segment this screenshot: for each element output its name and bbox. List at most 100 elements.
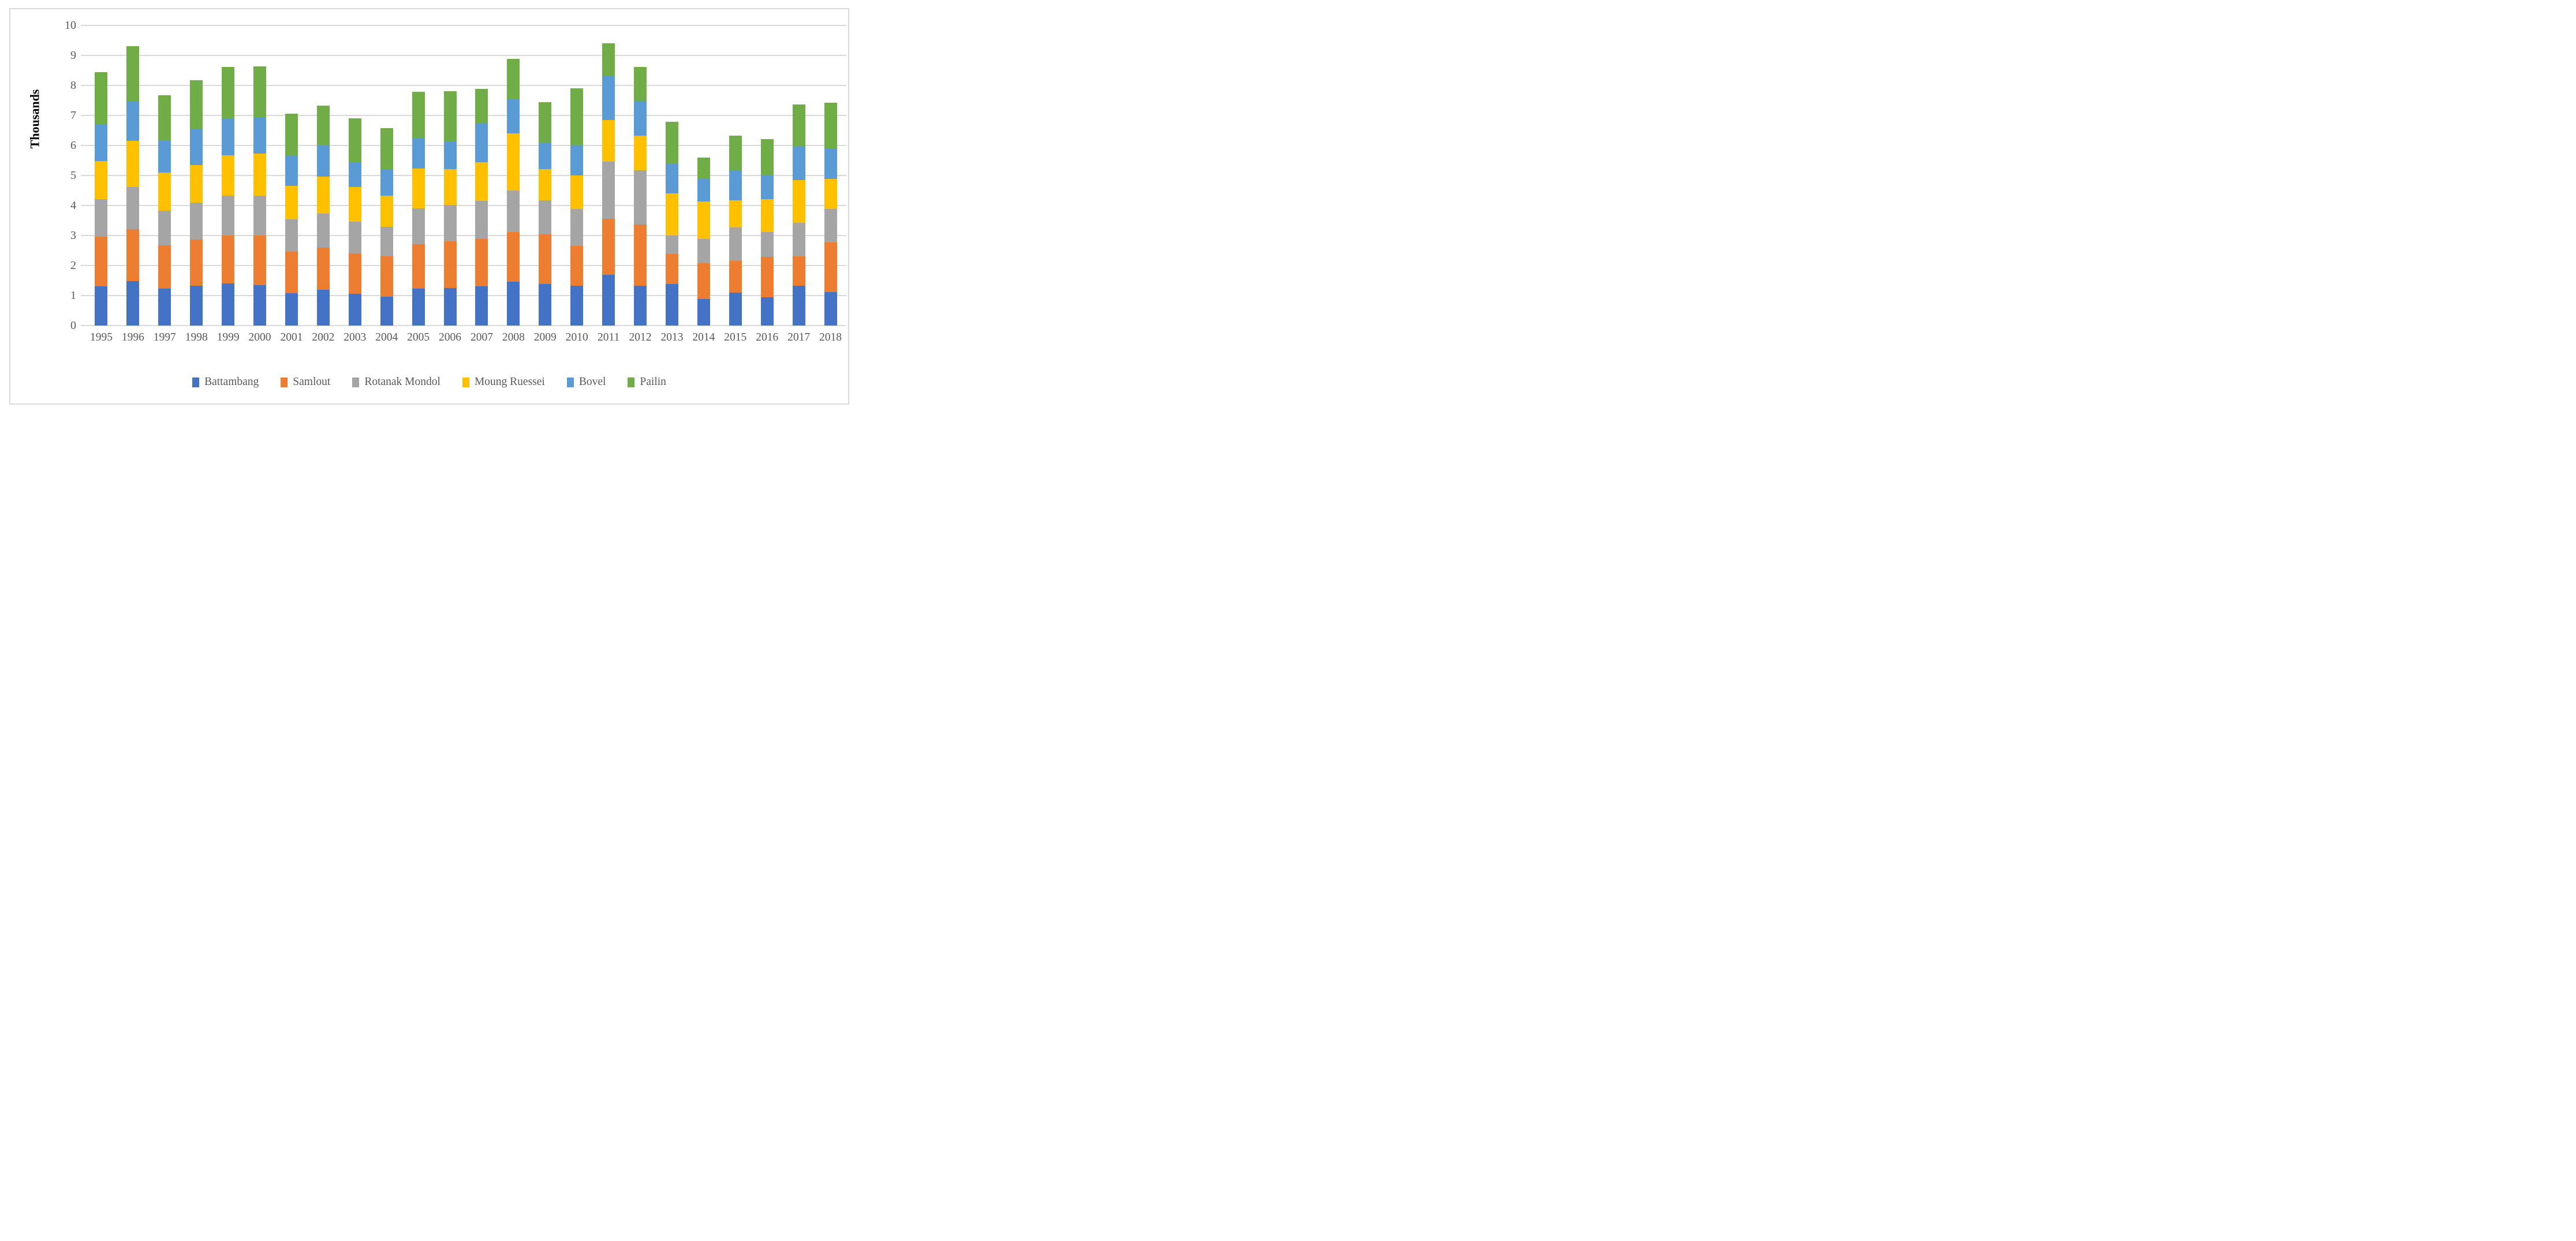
bar-segment-pailin-2016	[760, 139, 774, 176]
legend-item-battambang: Battambang	[192, 376, 259, 388]
bar-segment-pailin-2001	[285, 114, 298, 156]
bar-segment-moung-ruessei-2007	[475, 162, 488, 201]
bar-segment-bovel-2015	[729, 170, 742, 200]
bar-group-1997	[158, 95, 171, 326]
bar-segment-pailin-2000	[253, 66, 267, 117]
bar-segment-moung-ruessei-1995	[95, 161, 108, 199]
bar-segment-moung-ruessei-1996	[126, 141, 140, 187]
legend-swatch-samlout	[281, 377, 288, 387]
bar-segment-samlout-2016	[760, 256, 774, 297]
x-tick-label-2012: 2012	[629, 331, 652, 343]
x-tick-label-2005: 2005	[407, 331, 430, 343]
bar-segment-samlout-2003	[348, 253, 361, 294]
x-tick-label-2015: 2015	[724, 331, 747, 343]
bar-segment-battambang-2008	[507, 282, 520, 326]
bar-segment-samlout-1998	[190, 240, 203, 286]
legend-item-samlout: Samlout	[281, 376, 330, 388]
bar-segment-pailin-1997	[158, 95, 171, 141]
bar-segment-bovel-2011	[602, 76, 615, 120]
bar-segment-moung-ruessei-2010	[570, 175, 584, 210]
bar-segment-bovel-2017	[792, 146, 805, 180]
bar-segment-bovel-2002	[316, 145, 330, 177]
legend-item-pailin: Pailin	[628, 376, 666, 388]
legend-item-bovel: Bovel	[566, 376, 606, 388]
bar-segment-rotanak-mondol-2000	[253, 196, 267, 236]
bar-segment-battambang-2002	[316, 290, 330, 326]
bar-segment-rotanak-mondol-1997	[158, 210, 171, 246]
gridline-3	[85, 235, 846, 236]
bar-segment-rotanak-mondol-2014	[697, 238, 710, 264]
bar-segment-rotanak-mondol-2013	[665, 236, 678, 255]
bar-segment-rotanak-mondol-2010	[570, 209, 584, 246]
legend-item-rotanak-mondol: Rotanak Mondol	[352, 376, 440, 388]
x-tick-label-2000: 2000	[248, 331, 271, 343]
y-tick-mark-2	[81, 265, 85, 266]
x-tick-label-2016: 2016	[756, 331, 779, 343]
bar-segment-battambang-2012	[634, 286, 647, 326]
bar-segment-moung-ruessei-2003	[348, 186, 361, 222]
bar-segment-bovel-1999	[222, 118, 235, 156]
bar-segment-samlout-2011	[602, 219, 615, 275]
bar-segment-pailin-2011	[602, 43, 615, 76]
x-tick-label-2007: 2007	[470, 331, 493, 343]
bar-segment-moung-ruessei-2016	[760, 199, 774, 232]
bar-segment-samlout-2017	[792, 256, 805, 286]
gridline-7	[85, 115, 846, 116]
x-tick-label-2003: 2003	[344, 331, 367, 343]
bar-group-1998	[190, 80, 203, 326]
bar-segment-battambang-2013	[665, 284, 678, 326]
bar-segment-moung-ruessei-2017	[792, 180, 805, 223]
y-tick-mark-1	[81, 295, 85, 296]
bar-group-2002	[316, 106, 330, 326]
gridline-8	[85, 85, 846, 86]
y-tick-label-5: 5	[70, 169, 76, 182]
bar-segment-bovel-2009	[539, 142, 552, 170]
bar-segment-rotanak-mondol-2011	[602, 161, 615, 219]
bar-segment-battambang-2017	[792, 285, 805, 326]
bar-segment-pailin-2017	[792, 104, 805, 147]
bar-segment-battambang-1999	[222, 283, 235, 326]
bar-segment-samlout-2013	[665, 254, 678, 285]
figure-page: Thousands 0 1 2 3 4 5 6 7 8 9 10 1995 1996 1997 1998 1…	[0, 0, 858, 414]
bar-segment-samlout-2007	[475, 238, 488, 287]
bar-segment-pailin-2013	[665, 122, 678, 165]
bar-segment-bovel-2018	[824, 149, 837, 179]
gridline-9	[85, 55, 846, 56]
bar-segment-pailin-2015	[729, 136, 742, 171]
x-tick-label-2004: 2004	[375, 331, 398, 343]
bar-segment-pailin-2007	[475, 88, 488, 124]
bar-segment-moung-ruessei-1997	[158, 173, 171, 211]
bar-segment-samlout-2000	[253, 236, 267, 286]
x-tick-label-2009: 2009	[533, 331, 557, 343]
x-tick-label-2001: 2001	[280, 331, 303, 343]
legend-swatch-rotanak-mondol	[352, 377, 360, 387]
y-tick-mark-9	[81, 55, 85, 56]
legend-label-moung-ruessei: Moung Ruessei	[474, 376, 545, 388]
bar-segment-samlout-2006	[443, 241, 457, 288]
bar-segment-pailin-2014	[697, 157, 710, 179]
x-tick-label-1999: 1999	[216, 331, 240, 343]
bar-segment-bovel-2005	[412, 138, 425, 169]
bar-segment-battambang-2000	[253, 285, 267, 326]
bar-segment-bovel-1998	[190, 129, 203, 165]
bar-segment-battambang-2001	[285, 293, 298, 326]
x-tick-label-2018: 2018	[819, 331, 842, 343]
bar-group-1995	[95, 72, 108, 326]
bar-group-2015	[729, 136, 742, 326]
bar-segment-pailin-1999	[222, 67, 235, 119]
y-tick-mark-4	[81, 205, 85, 206]
plot-area	[85, 25, 846, 326]
bar-segment-battambang-2011	[602, 274, 615, 326]
bar-segment-moung-ruessei-2014	[697, 201, 710, 239]
bar-segment-battambang-1996	[126, 281, 140, 326]
bar-segment-rotanak-mondol-2001	[285, 219, 298, 252]
legend: Battambang Samlout Rotanak Mondol Moung Rue…	[10, 373, 848, 391]
bar-segment-bovel-2001	[285, 156, 298, 186]
bar-segment-rotanak-mondol-2018	[824, 209, 837, 243]
y-tick-label-10: 10	[65, 19, 76, 32]
y-tick-mark-0	[81, 325, 85, 326]
legend-label-samlout: Samlout	[293, 376, 331, 388]
x-tick-label-1998: 1998	[185, 331, 208, 343]
bar-segment-battambang-2004	[380, 296, 393, 326]
legend-item-moung-ruessei: Moung Ruessei	[462, 376, 545, 388]
